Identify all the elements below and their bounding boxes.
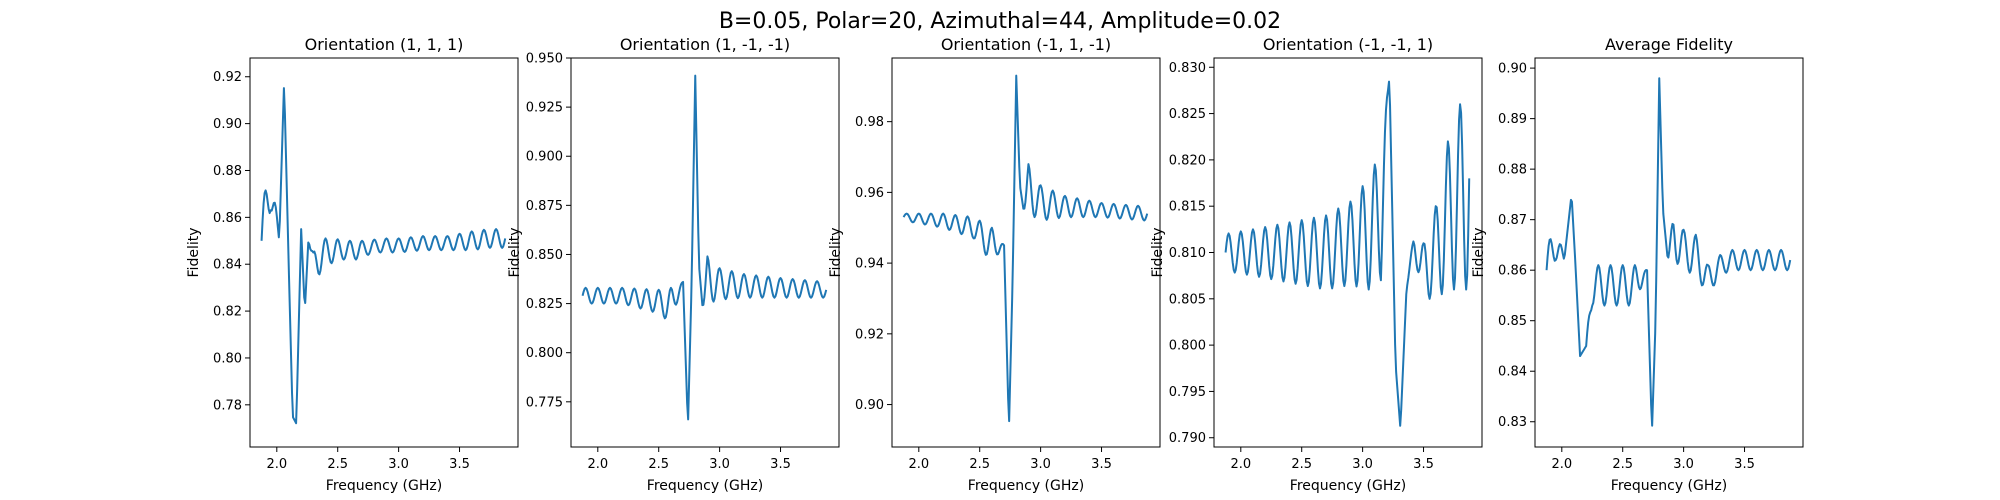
y-tick-label: 0.87	[1498, 213, 1527, 228]
x-tick-label: 2.5	[969, 457, 990, 472]
y-tick-label: 0.83	[1498, 415, 1527, 430]
y-tick-label: 0.810	[1169, 246, 1206, 261]
x-tick-label: 2.5	[1612, 457, 1633, 472]
y-tick-label: 0.82	[213, 305, 242, 320]
x-tick-label: 2.5	[1291, 457, 1312, 472]
y-tick-label: 0.825	[526, 297, 563, 312]
axes-frame	[249, 57, 519, 448]
x-axis-label: Frequency (GHz)	[968, 478, 1084, 494]
subplot-title: Orientation (1, 1, 1)	[305, 35, 464, 54]
x-tick-label: 2.0	[908, 457, 929, 472]
y-tick-label: 0.89	[1498, 112, 1527, 127]
x-tick-label: 2.5	[648, 457, 669, 472]
y-tick-label: 0.86	[213, 211, 242, 226]
y-axis-label: Fidelity	[507, 228, 523, 278]
x-tick-label: 3.5	[449, 457, 470, 472]
axes-frame	[570, 57, 840, 448]
y-tick-label: 0.815	[1169, 200, 1206, 215]
subplot-1: 2.0 2.5 3.0 3.5 0.78 0.80 0.82 0.84 0.86 0.88 0.90…	[186, 35, 519, 494]
x-axis-label: Frequency (GHz)	[647, 478, 763, 494]
x-tick-label: 2.5	[327, 457, 348, 472]
y-tick-label: 0.800	[526, 346, 563, 361]
y-tick-label: 0.830	[1169, 61, 1206, 76]
y-tick-label: 0.84	[213, 258, 242, 273]
series-line	[1224, 80, 1471, 427]
y-tick-label: 0.825	[1169, 107, 1206, 122]
y-tick-label: 0.98	[855, 115, 884, 130]
series-line	[260, 87, 507, 425]
y-tick-label: 0.92	[855, 327, 884, 342]
axes-frame	[1534, 57, 1804, 448]
y-tick-label: 0.90	[213, 117, 242, 132]
series-line	[902, 74, 1149, 423]
y-tick-label: 0.925	[526, 101, 563, 116]
y-tick-label: 0.92	[213, 70, 242, 85]
y-axis-label: Fidelity	[1471, 228, 1487, 278]
y-tick-label: 0.820	[1169, 153, 1206, 168]
subplot-2: 2.0 2.5 3.0 3.5 0.775 0.800 0.825 0.850 0.875 0.9…	[507, 35, 840, 494]
subplot-grid: 2.0 2.5 3.0 3.5 0.78 0.80 0.82 0.84 0.86 0.88 0.90…	[186, 35, 1804, 494]
subplot-title: Average Fidelity	[1605, 35, 1733, 54]
y-tick-label: 0.850	[526, 248, 563, 263]
subplot-title: Orientation (-1, 1, -1)	[941, 35, 1111, 54]
y-tick-label: 0.94	[855, 257, 884, 272]
x-axis-label: Frequency (GHz)	[326, 478, 442, 494]
x-tick-label: 3.5	[1413, 457, 1434, 472]
x-tick-label: 2.0	[266, 457, 287, 472]
x-axis-label: Frequency (GHz)	[1611, 478, 1727, 494]
x-tick-label: 3.0	[1352, 457, 1373, 472]
x-tick-label: 3.5	[770, 457, 791, 472]
x-tick-label: 3.0	[388, 457, 409, 472]
y-tick-label: 0.775	[526, 395, 563, 410]
y-axis-label: Fidelity	[186, 228, 202, 278]
y-tick-label: 0.950	[526, 52, 563, 67]
y-tick-label: 0.88	[213, 164, 242, 179]
x-tick-label: 2.0	[1230, 457, 1251, 472]
y-tick-label: 0.795	[1169, 385, 1206, 400]
axes-frame	[891, 57, 1161, 448]
x-tick-label: 3.5	[1734, 457, 1755, 472]
y-tick-label: 0.790	[1169, 431, 1206, 446]
y-axis-label: Fidelity	[1150, 228, 1166, 278]
x-tick-label: 3.0	[1030, 457, 1051, 472]
subplot-title: Orientation (-1, -1, 1)	[1263, 35, 1433, 54]
subplot-3: 2.0 2.5 3.0 3.5 0.90 0.92 0.94 0.96 0.98 Orientat…	[828, 35, 1161, 494]
x-tick-label: 3.0	[709, 457, 730, 472]
x-axis-label: Frequency (GHz)	[1290, 478, 1406, 494]
y-tick-label: 0.900	[526, 150, 563, 165]
series-line	[581, 74, 828, 421]
y-tick-label: 0.84	[1498, 365, 1527, 380]
y-tick-label: 0.86	[1498, 264, 1527, 279]
y-tick-label: 0.80	[213, 351, 242, 366]
subplot-4: 2.0 2.5 3.0 3.5 0.790 0.795 0.800 0.805 0.810 0.8…	[1150, 35, 1483, 494]
x-tick-label: 2.0	[1551, 457, 1572, 472]
y-tick-label: 0.800	[1169, 339, 1206, 354]
y-tick-label: 0.90	[1498, 62, 1527, 77]
subplot-5: 2.0 2.5 3.0 3.5 0.83 0.84 0.85 0.86 0.87 0.88 0.89…	[1471, 35, 1804, 494]
y-tick-label: 0.78	[213, 398, 242, 413]
y-axis-label: Fidelity	[828, 228, 844, 278]
y-tick-label: 0.96	[855, 186, 884, 201]
x-tick-label: 3.5	[1091, 457, 1112, 472]
figure-suptitle: B=0.05, Polar=20, Azimuthal=44, Amplitud…	[719, 9, 1281, 34]
subplot-title: Orientation (1, -1, -1)	[620, 35, 790, 54]
x-tick-label: 3.0	[1673, 457, 1694, 472]
y-tick-label: 0.85	[1498, 314, 1527, 329]
y-tick-label: 0.90	[855, 398, 884, 413]
x-tick-label: 2.0	[587, 457, 608, 472]
y-tick-label: 0.805	[1169, 292, 1206, 307]
series-line	[1545, 77, 1792, 427]
y-tick-label: 0.875	[526, 199, 563, 214]
y-tick-label: 0.88	[1498, 163, 1527, 178]
